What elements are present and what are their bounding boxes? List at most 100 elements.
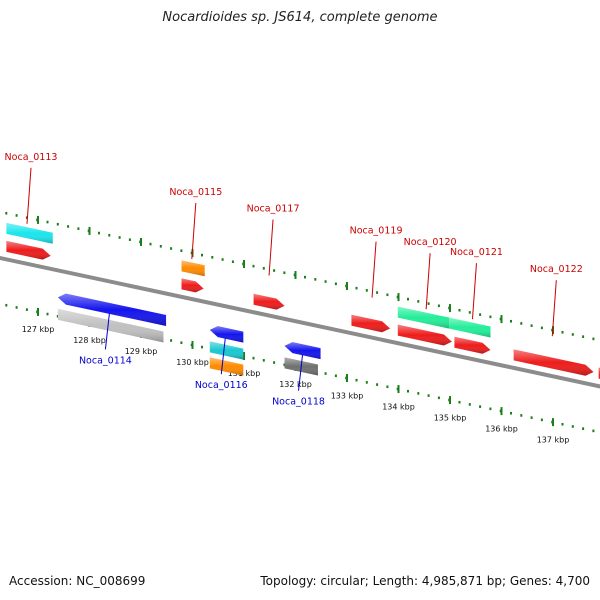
gene-feature[interactable] — [57, 308, 164, 343]
tick-label: 137 kbp — [537, 435, 570, 444]
gene-label[interactable]: Noca_0117 — [247, 204, 300, 215]
gene-feature[interactable] — [397, 306, 450, 329]
gene-label[interactable]: Noca_0116 — [195, 380, 248, 391]
ruler-dot — [273, 269, 276, 272]
ruler-dot — [118, 236, 121, 239]
gene-feature[interactable] — [513, 349, 594, 376]
ruler-dot — [540, 326, 543, 330]
tick-label: 132 kbp — [279, 380, 312, 389]
ruler-dot — [283, 363, 286, 367]
ruler-dot — [510, 319, 512, 323]
ruler-dot — [67, 225, 70, 228]
gene-arrow-shade — [57, 293, 167, 327]
gene-feature[interactable] — [253, 293, 285, 310]
ruler-dot — [46, 220, 49, 224]
gene-feature[interactable] — [57, 293, 167, 327]
gene-arrow-shade — [449, 317, 491, 338]
ruler-dot — [520, 322, 523, 325]
ruler-dot — [582, 427, 585, 430]
gene-label[interactable]: Noca_0121 — [450, 247, 503, 258]
ruler-dot — [314, 278, 317, 281]
ruler-dot — [376, 291, 379, 294]
label-leader-line — [425, 253, 431, 310]
ruler-major-tick — [449, 396, 451, 405]
ruler-dot — [5, 211, 8, 215]
gene-arrow-shade — [454, 336, 491, 354]
gene-feature[interactable] — [6, 222, 53, 244]
gene-label[interactable]: Noca_0114 — [79, 355, 132, 366]
ruler-dot — [417, 392, 420, 395]
gene-feature[interactable] — [181, 260, 205, 277]
ruler-dot — [592, 337, 595, 341]
gene-feature[interactable] — [209, 326, 244, 343]
ruler-dot — [520, 414, 523, 417]
ruler-dot — [170, 247, 173, 250]
tick-label: 135 kbp — [434, 413, 467, 422]
gene-arrow-shade — [284, 342, 321, 360]
gene-feature[interactable] — [209, 357, 244, 376]
label-leader-line — [298, 354, 304, 391]
gene-feature[interactable] — [284, 342, 321, 360]
gene-label[interactable]: Noca_0118 — [272, 397, 325, 408]
gene-feature[interactable] — [351, 314, 391, 333]
ruler-dot — [170, 339, 173, 342]
ruler-dot — [334, 374, 337, 378]
ruler-dot — [56, 314, 59, 318]
ruler-dot — [571, 333, 574, 336]
gene-arrow-shade — [513, 349, 594, 376]
gene-feature[interactable] — [181, 278, 204, 293]
tick-label: 131 kbp — [228, 369, 261, 378]
gene-label[interactable]: Noca_0113 — [5, 152, 58, 163]
ruler-dot — [46, 312, 49, 316]
ruler-dot — [386, 385, 389, 389]
gene-arrow-shade — [57, 308, 164, 343]
ruler-dot — [561, 330, 564, 334]
gene-label[interactable]: Noca_0122 — [530, 264, 583, 275]
ruler-dot — [25, 308, 28, 311]
gene-feature[interactable] — [449, 317, 491, 338]
ruler-dot — [149, 242, 152, 246]
ruler-dot — [77, 227, 80, 230]
genome-backbone — [0, 255, 600, 389]
tick-label: 128 kbp — [73, 336, 106, 345]
gene-arrow-shade — [209, 326, 244, 343]
ruler-dot — [437, 396, 440, 400]
ruler-major-tick — [397, 385, 400, 394]
label-leader-line — [26, 167, 32, 224]
ruler-major-tick — [140, 237, 142, 246]
ruler-dot — [56, 222, 59, 226]
forward-ruler — [5, 211, 595, 341]
ruler-major-tick — [294, 271, 297, 280]
tick-label: 133 kbp — [331, 391, 364, 400]
ruler-dot — [201, 345, 203, 349]
ruler-dot — [304, 275, 306, 279]
ruler-dot — [108, 233, 111, 237]
ruler-major-tick — [500, 315, 503, 324]
gene-feature[interactable] — [209, 341, 244, 360]
ruler-dot — [252, 356, 255, 360]
ruler-dot — [427, 302, 430, 305]
gene-feature[interactable] — [454, 336, 491, 354]
ruler-major-tick — [191, 340, 194, 349]
ruler-dot — [283, 271, 286, 275]
gene-label[interactable]: Noca_0119 — [350, 226, 403, 237]
label-leader-line — [268, 219, 274, 276]
gene-label[interactable]: Noca_0115 — [169, 187, 222, 198]
gene-arrow-shade — [209, 341, 244, 360]
label-layer: Noca_0113Noca_0115Noca_0117Noca_0119Noca… — [5, 152, 583, 408]
ruler-dot — [489, 407, 492, 411]
ruler-dot — [427, 394, 430, 397]
ruler-dot — [324, 280, 327, 283]
tick-label: 134 kbp — [382, 402, 415, 411]
ruler-dot — [180, 249, 183, 253]
gene-label[interactable]: Noca_0120 — [404, 237, 457, 248]
ruler-major-tick — [346, 282, 348, 291]
feature-layer — [6, 222, 600, 379]
ruler-major-tick — [37, 307, 39, 316]
gene-feature[interactable] — [397, 324, 452, 346]
gene-arrow-shade — [6, 240, 51, 260]
gene-feature[interactable] — [6, 240, 51, 260]
gene-arrow-shade — [6, 222, 53, 244]
tick-label: 130 kbp — [176, 358, 209, 367]
